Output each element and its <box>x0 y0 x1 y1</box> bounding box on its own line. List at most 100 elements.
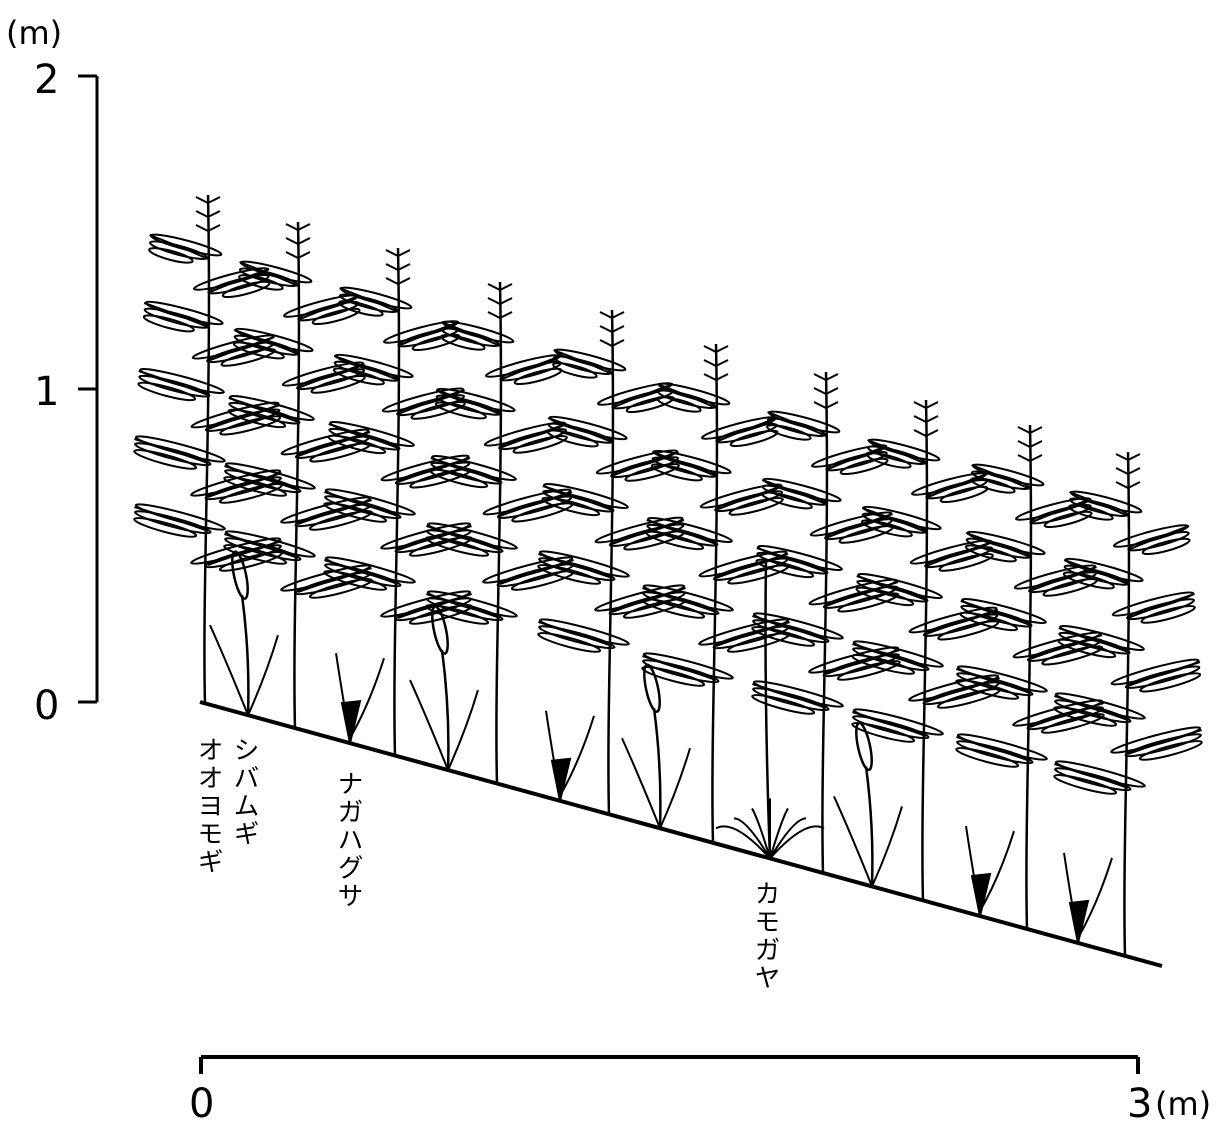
nagahagusa-leaves <box>965 825 1015 912</box>
ooyomogi-leaf <box>1028 571 1098 594</box>
ooyomogi-leaf <box>425 604 490 625</box>
shibamugi-culm <box>652 708 662 829</box>
ooyomogi-leaf <box>956 672 1034 697</box>
ooyomogi-leaf-midrib <box>960 600 1031 626</box>
ooyomogi-leaf <box>496 563 574 588</box>
shibamugi-plant <box>833 721 903 887</box>
ooyomogi-stem <box>203 194 211 705</box>
ooyomogi-leaf <box>1138 740 1203 761</box>
ooyomogi-leaf-midrib <box>339 287 399 313</box>
ooyomogi-shoot-tip <box>1017 454 1043 462</box>
ooyomogi-leaf-midrib <box>1054 695 1129 721</box>
ooyomogi-leaf-midrib <box>1127 661 1201 687</box>
ground-slope-line <box>199 700 1163 968</box>
ooyomogi-plant <box>751 371 901 874</box>
nagahagusa-plant <box>965 825 1015 917</box>
ooyomogi-leaf-midrib <box>134 438 209 464</box>
ooyomogi-leaf <box>338 300 384 317</box>
shibamugi-culm <box>240 595 250 716</box>
ooyomogi-leaf <box>394 461 471 485</box>
ooyomogi-shoot-tip <box>285 251 311 259</box>
ooyomogi-leaf-midrib <box>657 383 717 409</box>
ooyomogi-leaf-midrib <box>861 507 927 533</box>
ooyomogi-leaf <box>435 394 502 416</box>
shibamugi-leaves <box>209 624 279 716</box>
ooyomogi-leaf <box>970 477 1016 494</box>
ooyomogi-leaf <box>960 604 1033 628</box>
ooyomogi-leaf <box>546 429 599 448</box>
ooyomogi-shoot-tip <box>703 373 729 381</box>
ooyomogi-leaf <box>434 401 487 420</box>
ooyomogi-stem <box>1025 424 1033 930</box>
ooyomogi-leaf-midrib <box>239 261 299 287</box>
ooyomogi-leaf <box>238 274 284 291</box>
ooyomogi-leaf-midrib <box>542 485 613 511</box>
ooyomogi-leaf <box>651 456 718 478</box>
ooyomogi-leaf <box>137 381 197 402</box>
ooyomogi-leaf <box>1063 564 1130 586</box>
ooyomogi-shoot-tip <box>703 345 729 353</box>
ooyomogi-leaf <box>223 476 288 497</box>
ooyomogi-leaf <box>538 557 616 582</box>
ooyomogi-leaf <box>1068 497 1129 517</box>
ooyomogi-leaf <box>752 687 830 712</box>
ooyomogi-leaf-midrib <box>825 445 888 471</box>
species-label-ooyomogi: オオヨモギ <box>193 736 223 876</box>
ooyomogi-leaf <box>1058 631 1131 655</box>
ooyomogi-leaf <box>1140 605 1196 624</box>
ooyomogi-leaf <box>860 519 913 538</box>
ooyomogi-leaf-midrib <box>642 655 717 681</box>
ooyomogi-leaf <box>936 688 1001 709</box>
ooyomogi-leaf <box>1041 645 1104 666</box>
ooyomogi-leaf <box>656 396 702 413</box>
ooyomogi-leaf <box>323 502 388 523</box>
ooyomogi-leaf-midrib <box>1063 559 1129 585</box>
ooyomogi-leaf <box>729 429 779 448</box>
ooyomogi-leaf <box>296 368 366 391</box>
ooyomogi-shoot-tip <box>1017 426 1043 434</box>
kamogaya-leaves <box>715 798 825 860</box>
ooyomogi-leaf-midrib <box>1127 729 1202 755</box>
ooyomogi-leaf <box>1124 665 1201 689</box>
ooyomogi-plant <box>323 247 473 757</box>
ooyomogi-leaf <box>714 490 784 513</box>
ooyomogi-leaf-midrib <box>228 397 299 423</box>
ooyomogi-leaf-midrib <box>1054 763 1129 789</box>
ooyomogi-leaf-midrib <box>925 473 988 499</box>
ooyomogi-leaf <box>756 551 829 575</box>
ooyomogi-leaf-midrib <box>715 485 783 511</box>
ooyomogi-leaf-midrib <box>224 533 299 559</box>
ooyomogi-leaf <box>134 510 212 535</box>
shibamugi-ear <box>855 721 873 772</box>
ooyomogi-leaf <box>429 468 489 489</box>
ooyomogi-leaf-midrib <box>207 336 275 362</box>
ooyomogi-stem <box>607 309 615 816</box>
ooyomogi-leaf-midrib <box>752 683 827 709</box>
ooyomogi-leaf <box>922 613 999 637</box>
horizontal-scale-bar: 0 3 (m) <box>189 1055 1211 1124</box>
ooyomogi-leaf <box>727 564 790 585</box>
nagahagusa-tuft <box>550 757 572 802</box>
ooyomogi-leaf <box>218 551 283 572</box>
ooyomogi-plant <box>955 424 1105 930</box>
ooyomogi-leaf <box>852 647 930 672</box>
ooyomogi-leaf <box>751 694 816 715</box>
ooyomogi-leaf <box>512 435 568 454</box>
ooyomogi-leaf <box>824 518 894 541</box>
ooyomogi-leaf-midrib <box>611 451 679 477</box>
ooyomogi-leaf-midrib <box>328 423 399 449</box>
ooyomogi-leaf <box>861 512 928 534</box>
ooyomogi-leaf <box>149 233 223 257</box>
ooyomogi-leaf <box>645 530 705 551</box>
ooyomogi-leaf <box>311 307 361 326</box>
height-axis: (m) 2 1 0 <box>6 14 99 729</box>
ooyomogi-shoot-tip <box>599 325 625 333</box>
shibamugi-leaves <box>621 737 691 829</box>
ooyomogi-leaf <box>851 722 916 743</box>
ooyomogi-plant <box>425 281 575 785</box>
ooyomogi-leaf-midrib <box>1069 491 1129 517</box>
ooyomogi-leaf <box>852 715 930 740</box>
nagahagusa-plant <box>335 653 385 744</box>
ooyomogi-leaf <box>294 571 372 596</box>
ooyomogi-leaf-midrib <box>426 525 501 551</box>
